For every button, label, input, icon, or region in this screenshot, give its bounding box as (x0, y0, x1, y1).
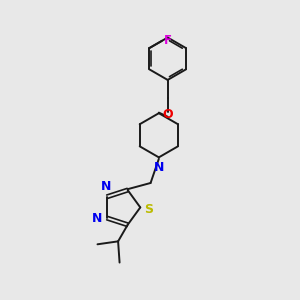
Text: N: N (100, 180, 111, 193)
Text: F: F (164, 34, 172, 47)
Text: N: N (154, 161, 165, 174)
Text: S: S (144, 203, 153, 216)
Text: O: O (162, 108, 173, 121)
Text: N: N (92, 212, 102, 225)
